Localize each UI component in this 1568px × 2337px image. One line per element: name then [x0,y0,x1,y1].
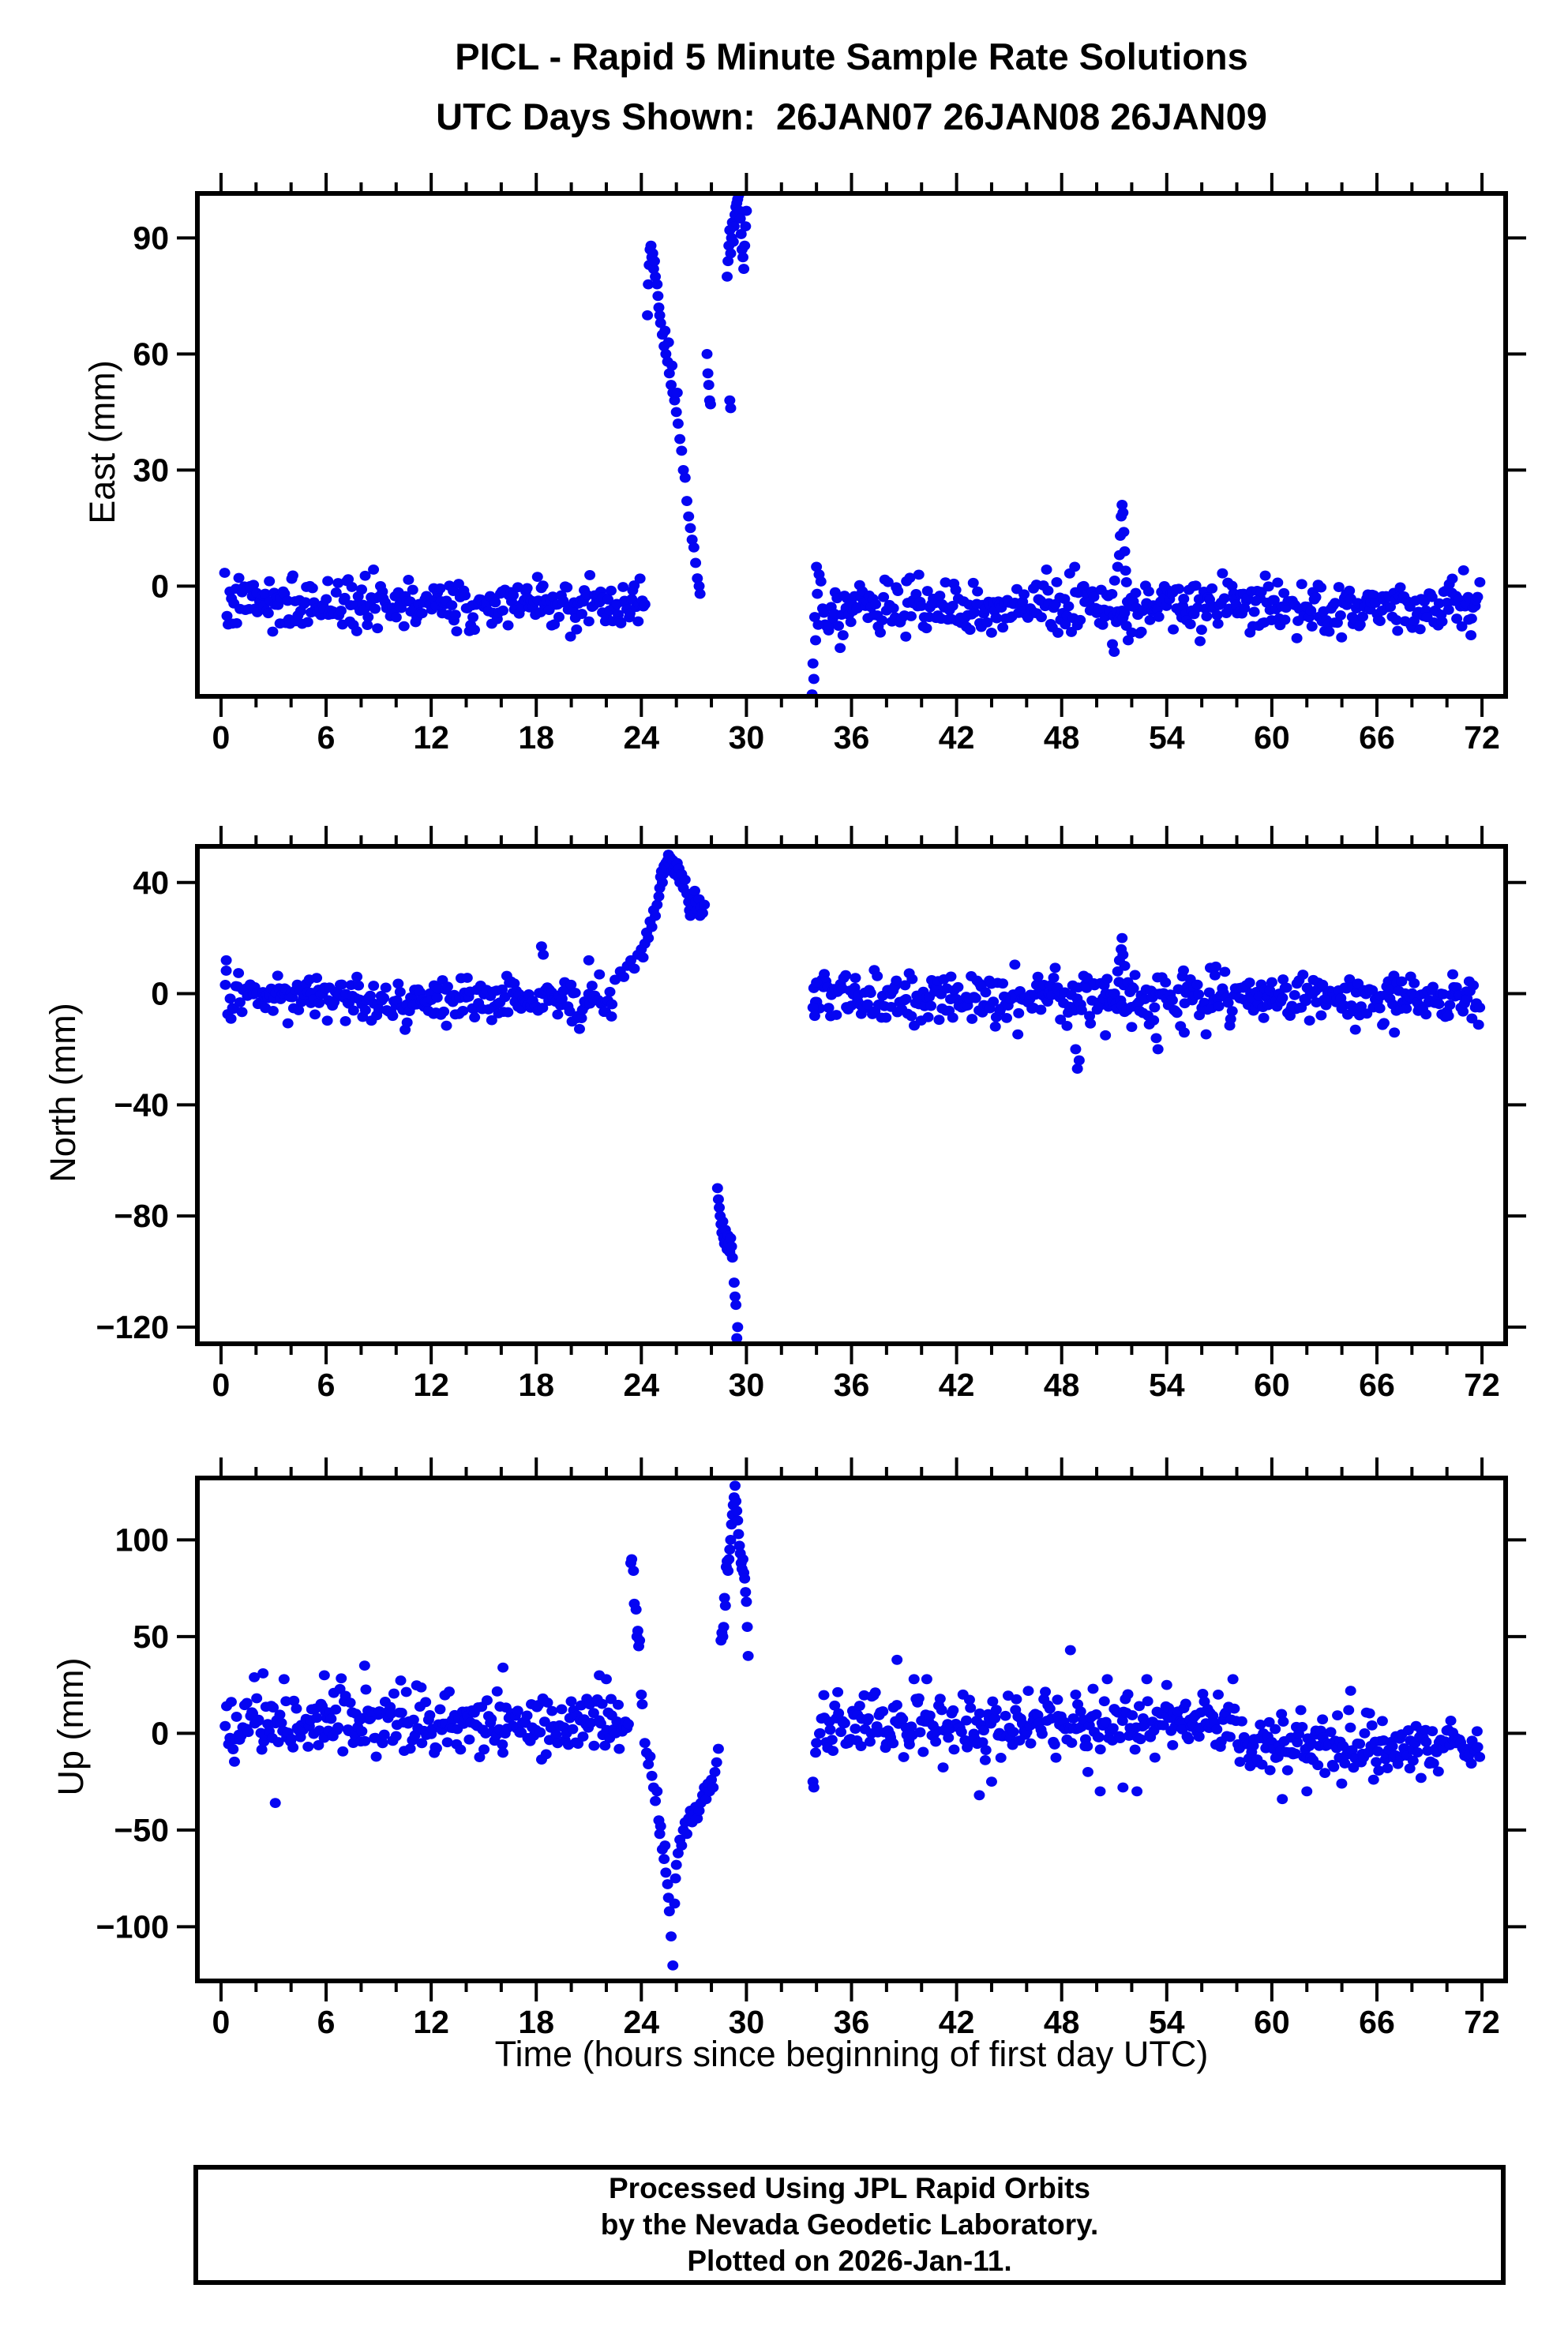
y-axis-title-up: Up (mm) [51,1657,91,1796]
x-tick-label: 42 [939,1367,975,1403]
x-tick-label: 24 [624,1367,660,1403]
y-tick-label: −50 [114,1812,169,1848]
y-tick-label: 0 [151,976,169,1012]
y-axis-title-east: East (mm) [82,360,122,524]
x-tick-label: 18 [518,1367,554,1403]
x-tick-label: 0 [212,2004,231,2040]
x-tick-label: 60 [1254,2004,1290,2040]
tick-labels-east: 0 6 12 18 24 30 36 42 48 54 60 66 72 0 30 60 90 [133,219,1499,756]
y-axis-title-north: North (mm) [43,1003,83,1183]
x-tick-label: 24 [624,719,660,756]
chart-title: PICL - Rapid 5 Minute Sample Rate Soluti… [455,36,1248,77]
y-tick-label: −120 [96,1309,169,1345]
chart-subtitle: UTC Days Shown: 26JAN07 26JAN08 26JAN09 [436,96,1267,137]
y-tick-label: −40 [114,1086,169,1123]
x-tick-label: 18 [518,719,554,756]
y-tick-label: 40 [133,865,169,901]
x-tick-label: 48 [1044,719,1080,756]
x-tick-label: 30 [729,719,765,756]
panel-frame-north [195,844,1508,1346]
x-tick-label: 6 [317,2004,336,2040]
ticks-east [177,173,1526,717]
y-tick-label: 60 [133,336,169,372]
y-tick-label: 100 [115,1521,169,1558]
y-tick-label: 50 [133,1619,169,1655]
y-tick-label: 90 [133,219,169,256]
x-tick-label: 42 [939,719,975,756]
ticks-north [177,826,1526,1364]
x-tick-label: 60 [1254,719,1290,756]
x-tick-label: 66 [1359,1367,1395,1403]
x-tick-label: 36 [834,719,870,756]
tick-labels-up: 0 6 12 18 24 30 36 42 48 54 60 66 72 100 50 0 −50 −100 [96,1521,1500,2040]
x-tick-label: 42 [939,2004,975,2040]
x-tick-label: 36 [834,2004,870,2040]
x-tick-label: 54 [1149,2004,1185,2040]
x-tick-label: 12 [413,2004,449,2040]
x-tick-label: 30 [729,2004,765,2040]
y-tick-label: 30 [133,452,169,488]
panel-east: 0 6 12 18 24 30 36 42 48 54 60 66 72 0 30 60 90 [133,173,1526,756]
x-tick-label: 72 [1464,1367,1500,1403]
x-tick-label: 0 [212,1367,231,1403]
x-tick-label: 12 [413,719,449,756]
panel-north: 0 6 12 18 24 30 36 42 48 54 60 66 72 40 0 −40 −80 −120 [96,826,1526,1403]
x-tick-label: 48 [1044,2004,1080,2040]
x-tick-label: 54 [1149,719,1185,756]
scatter-points-east [219,193,1486,696]
footer-line-3: Plotted on 2026-Jan-11. [687,2245,1012,2277]
x-tick-label: 30 [729,1367,765,1403]
x-tick-label: 66 [1359,719,1395,756]
x-tick-label: 6 [317,719,336,756]
x-tick-label: 36 [834,1367,870,1403]
x-tick-label: 48 [1044,1367,1080,1403]
x-tick-label: 72 [1464,2004,1500,2040]
y-tick-label: 0 [151,568,169,604]
y-tick-label: −80 [114,1198,169,1234]
x-tick-label: 60 [1254,1367,1290,1403]
panel-frame-east [195,191,1508,699]
y-tick-label: −100 [96,1908,169,1945]
footer-line-2: by the Nevada Geodetic Laboratory. [600,2208,1099,2241]
footer-line-1: Processed Using JPL Rapid Orbits [609,2172,1090,2204]
footer-box: Processed Using JPL Rapid Orbits by the … [193,2165,1506,2285]
panel-up: 0 6 12 18 24 30 36 42 48 54 60 66 72 100 50 0 −50 −100 [96,1457,1526,2040]
scatter-points-north [219,850,1486,1344]
x-tick-label: 6 [317,1367,336,1403]
panel-frame-up [195,1476,1508,1983]
x-tick-label: 72 [1464,719,1500,756]
x-tick-label: 24 [624,2004,660,2040]
y-tick-label: 0 [151,1715,169,1751]
scatter-points-up [219,1480,1486,1971]
x-tick-label: 12 [413,1367,449,1403]
x-tick-label: 18 [518,2004,554,2040]
x-tick-label: 0 [212,719,231,756]
x-tick-label: 54 [1149,1367,1185,1403]
x-tick-label: 66 [1359,2004,1395,2040]
tick-labels-north: 0 6 12 18 24 30 36 42 48 54 60 66 72 40 0 −40 −80 −120 [96,865,1500,1403]
x-axis-title: Time (hours since beginning of first day… [494,2034,1209,2074]
